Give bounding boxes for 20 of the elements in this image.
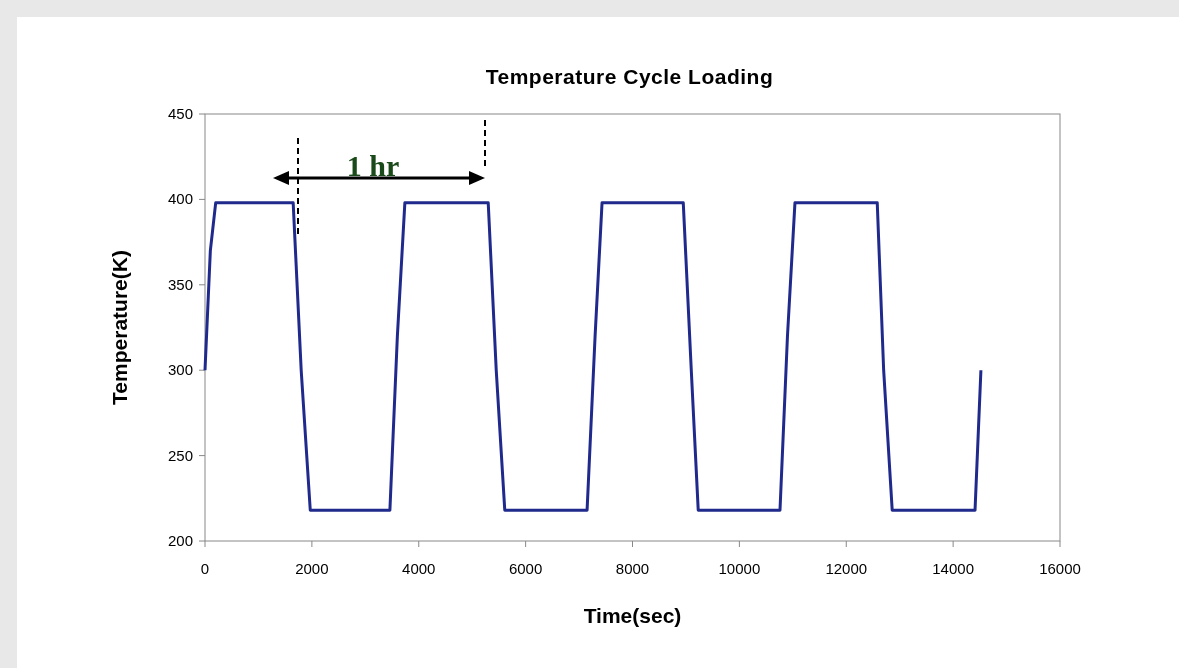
x-tick-label: 6000 [508,560,543,577]
y-tick-label: 300 [167,361,193,379]
y-tick-label: 250 [167,446,193,464]
x-tick-label: 16000 [1039,560,1081,577]
x-tick-label: 8000 [615,560,650,577]
x-tick-label: 14000 [932,560,974,577]
y-axis-title: Temperature(K) [108,250,131,405]
y-tick-label: 400 [167,190,193,208]
x-tick-label: 4000 [402,560,436,577]
x-tick-label: 0 [200,560,210,577]
chart-title: Temperature Cycle Loading [485,65,774,88]
x-tick-label: 10000 [718,560,761,577]
x-axis-title: Time(sec) [583,604,682,627]
x-tick-label: 12000 [825,560,868,577]
y-tick-label: 200 [167,532,193,549]
y-tick-label: 450 [167,105,193,122]
annotation: 1 hr [346,149,400,182]
y-tick-label: 350 [167,275,193,293]
line-series [203,201,983,512]
x-tick-label: 2000 [295,560,329,577]
